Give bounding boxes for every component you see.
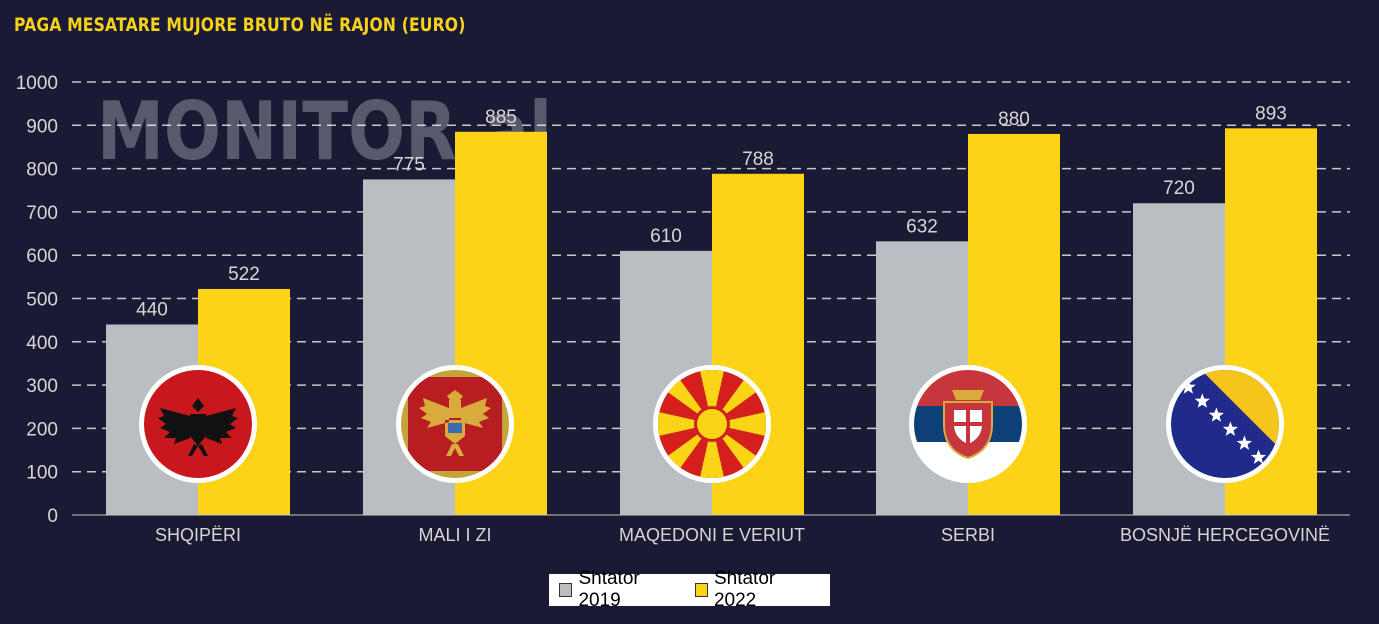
legend-label-2019: Shtator 2019 [578,568,640,611]
data-label: 440 [136,299,168,320]
y-tick-label: 800 [26,160,58,181]
data-label: 610 [650,226,682,247]
legend-swatch-2019 [559,583,573,597]
legend: Shtator 2019 Shtator 2022 [549,568,830,611]
x-tick-label: SHQIPËRI [155,525,241,545]
data-label: 720 [1163,178,1195,199]
serbia-flag-icon [909,365,1027,483]
legend-item-2022: Shtator 2022 [694,568,819,612]
legend-label-2022: Shtator 2022 [713,568,776,611]
y-tick-label: 300 [26,376,58,397]
data-label: 893 [1255,103,1287,124]
y-tick-label: 0 [47,506,58,527]
legend-item-2019: Shtator 2019 [559,568,683,612]
y-tick-label: 500 [26,290,58,311]
data-label: 522 [228,264,260,285]
y-tick-label: 100 [26,463,58,484]
data-label: 880 [998,109,1030,130]
bosnia-herzegovina-flag-icon [1166,365,1284,483]
y-tick-label: 400 [26,333,58,354]
y-tick-label: 900 [26,116,58,137]
data-label: 885 [485,107,517,128]
y-tick-label: 700 [26,203,58,224]
x-tick-label: SERBI [941,525,995,545]
data-label: 788 [742,149,774,170]
x-tick-label: MAQEDONI E VERIUT [619,525,805,545]
y-tick-label: 600 [26,246,58,267]
x-tick-label: MALI I ZI [418,525,491,545]
data-label: 775 [393,154,425,175]
montenegro-flag-icon [396,365,514,483]
x-tick-label: BOSNJË HERCEGOVINË [1120,525,1330,545]
y-tick-label: 200 [26,419,58,440]
chart-title: PAGA MESATARE MUJORE BRUTO NË RAJON (EUR… [14,14,466,36]
y-tick-label: 1000 [16,73,58,94]
bar-chart: 01002003004005006007008009001000MONITOR.… [16,73,1350,545]
data-label: 632 [906,216,938,237]
albania-flag-icon [139,365,257,483]
legend-swatch-2022 [694,583,708,597]
